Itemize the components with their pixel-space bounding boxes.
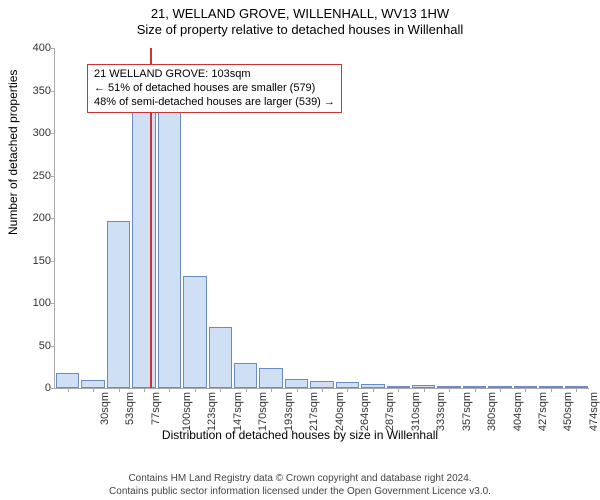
y-tick-mark: [51, 261, 55, 262]
annotation-line: 48% of semi-detached houses are larger (…: [94, 96, 335, 110]
x-tick-label: 264sqm: [359, 392, 371, 431]
x-tick-label: 357sqm: [461, 392, 473, 431]
x-tick-label: 240sqm: [334, 392, 346, 431]
y-tick-label: 300: [21, 127, 51, 139]
x-tick-mark: [220, 388, 221, 392]
y-tick-mark: [51, 176, 55, 177]
y-tick-mark: [51, 303, 55, 304]
x-tick-label: 450sqm: [563, 392, 575, 431]
y-tick-label: 100: [21, 297, 51, 309]
x-tick-label: 287sqm: [385, 392, 397, 431]
x-tick-label: 333sqm: [435, 392, 447, 431]
x-tick-mark: [424, 388, 425, 392]
x-tick-label: 427sqm: [537, 392, 549, 431]
title-line1: 21, WELLAND GROVE, WILLENHALL, WV13 1HW: [0, 6, 600, 22]
histogram-bar: [183, 276, 206, 388]
x-tick-mark: [475, 388, 476, 392]
y-tick-label: 250: [21, 170, 51, 182]
x-tick-mark: [169, 388, 170, 392]
y-tick-mark: [51, 346, 55, 347]
y-tick-mark: [51, 218, 55, 219]
histogram-bar: [209, 327, 232, 388]
histogram-bar: [81, 380, 104, 389]
x-tick-label: 217sqm: [308, 392, 320, 431]
title-block: 21, WELLAND GROVE, WILLENHALL, WV13 1HW …: [0, 0, 600, 37]
x-tick-label: 380sqm: [486, 392, 498, 431]
histogram-bar: [234, 363, 257, 389]
y-tick-label: 200: [21, 212, 51, 224]
x-tick-mark: [195, 388, 196, 392]
y-axis-label: Number of detached properties: [6, 70, 20, 235]
x-tick-label: 310sqm: [410, 392, 422, 431]
x-tick-label: 193sqm: [283, 392, 295, 431]
x-tick-mark: [68, 388, 69, 392]
y-tick-label: 50: [21, 340, 51, 352]
x-tick-label: 100sqm: [181, 392, 193, 431]
x-tick-mark: [271, 388, 272, 392]
x-tick-label: 404sqm: [512, 392, 524, 431]
y-tick-label: 0: [21, 382, 51, 394]
x-tick-mark: [525, 388, 526, 392]
x-tick-mark: [347, 388, 348, 392]
chart-container: Number of detached properties 0501001502…: [0, 42, 600, 444]
histogram-bar: [132, 111, 155, 388]
y-tick-mark: [51, 388, 55, 389]
x-tick-mark: [119, 388, 120, 392]
x-tick-mark: [144, 388, 145, 392]
histogram-bar: [56, 373, 79, 388]
footer-attribution: Contains HM Land Registry data © Crown c…: [0, 473, 600, 498]
annotation-line: 21 WELLAND GROVE: 103sqm: [94, 68, 335, 82]
y-tick-label: 400: [21, 42, 51, 54]
x-tick-label: 30sqm: [99, 392, 111, 425]
x-tick-mark: [297, 388, 298, 392]
footer-line1: Contains HM Land Registry data © Crown c…: [0, 473, 600, 486]
x-tick-mark: [93, 388, 94, 392]
histogram-bar: [107, 221, 130, 388]
x-tick-label: 53sqm: [124, 392, 136, 425]
x-tick-mark: [551, 388, 552, 392]
histogram-bar: [310, 381, 333, 388]
x-tick-mark: [373, 388, 374, 392]
x-tick-mark: [322, 388, 323, 392]
y-tick-label: 150: [21, 255, 51, 267]
y-tick-mark: [51, 48, 55, 49]
footer-line2: Contains public sector information licen…: [0, 486, 600, 499]
y-tick-label: 350: [21, 85, 51, 97]
histogram-bar: [285, 379, 308, 388]
x-tick-mark: [246, 388, 247, 392]
x-tick-mark: [500, 388, 501, 392]
x-tick-label: 147sqm: [232, 392, 244, 431]
x-tick-mark: [449, 388, 450, 392]
y-tick-mark: [51, 133, 55, 134]
x-axis-label: Distribution of detached houses by size …: [0, 428, 600, 442]
plot-area: 05010015020025030035040030sqm53sqm77sqm1…: [54, 48, 589, 389]
x-tick-label: 474sqm: [588, 392, 600, 431]
annotation-box: 21 WELLAND GROVE: 103sqm← 51% of detache…: [87, 64, 342, 113]
x-tick-label: 77sqm: [150, 392, 162, 425]
histogram-bar: [259, 368, 282, 388]
x-tick-mark: [398, 388, 399, 392]
x-tick-mark: [576, 388, 577, 392]
histogram-bar: [158, 112, 181, 388]
x-tick-label: 170sqm: [257, 392, 269, 431]
y-tick-mark: [51, 91, 55, 92]
x-tick-label: 123sqm: [207, 392, 219, 431]
annotation-line: ← 51% of detached houses are smaller (57…: [94, 82, 335, 96]
title-line2: Size of property relative to detached ho…: [0, 22, 600, 38]
